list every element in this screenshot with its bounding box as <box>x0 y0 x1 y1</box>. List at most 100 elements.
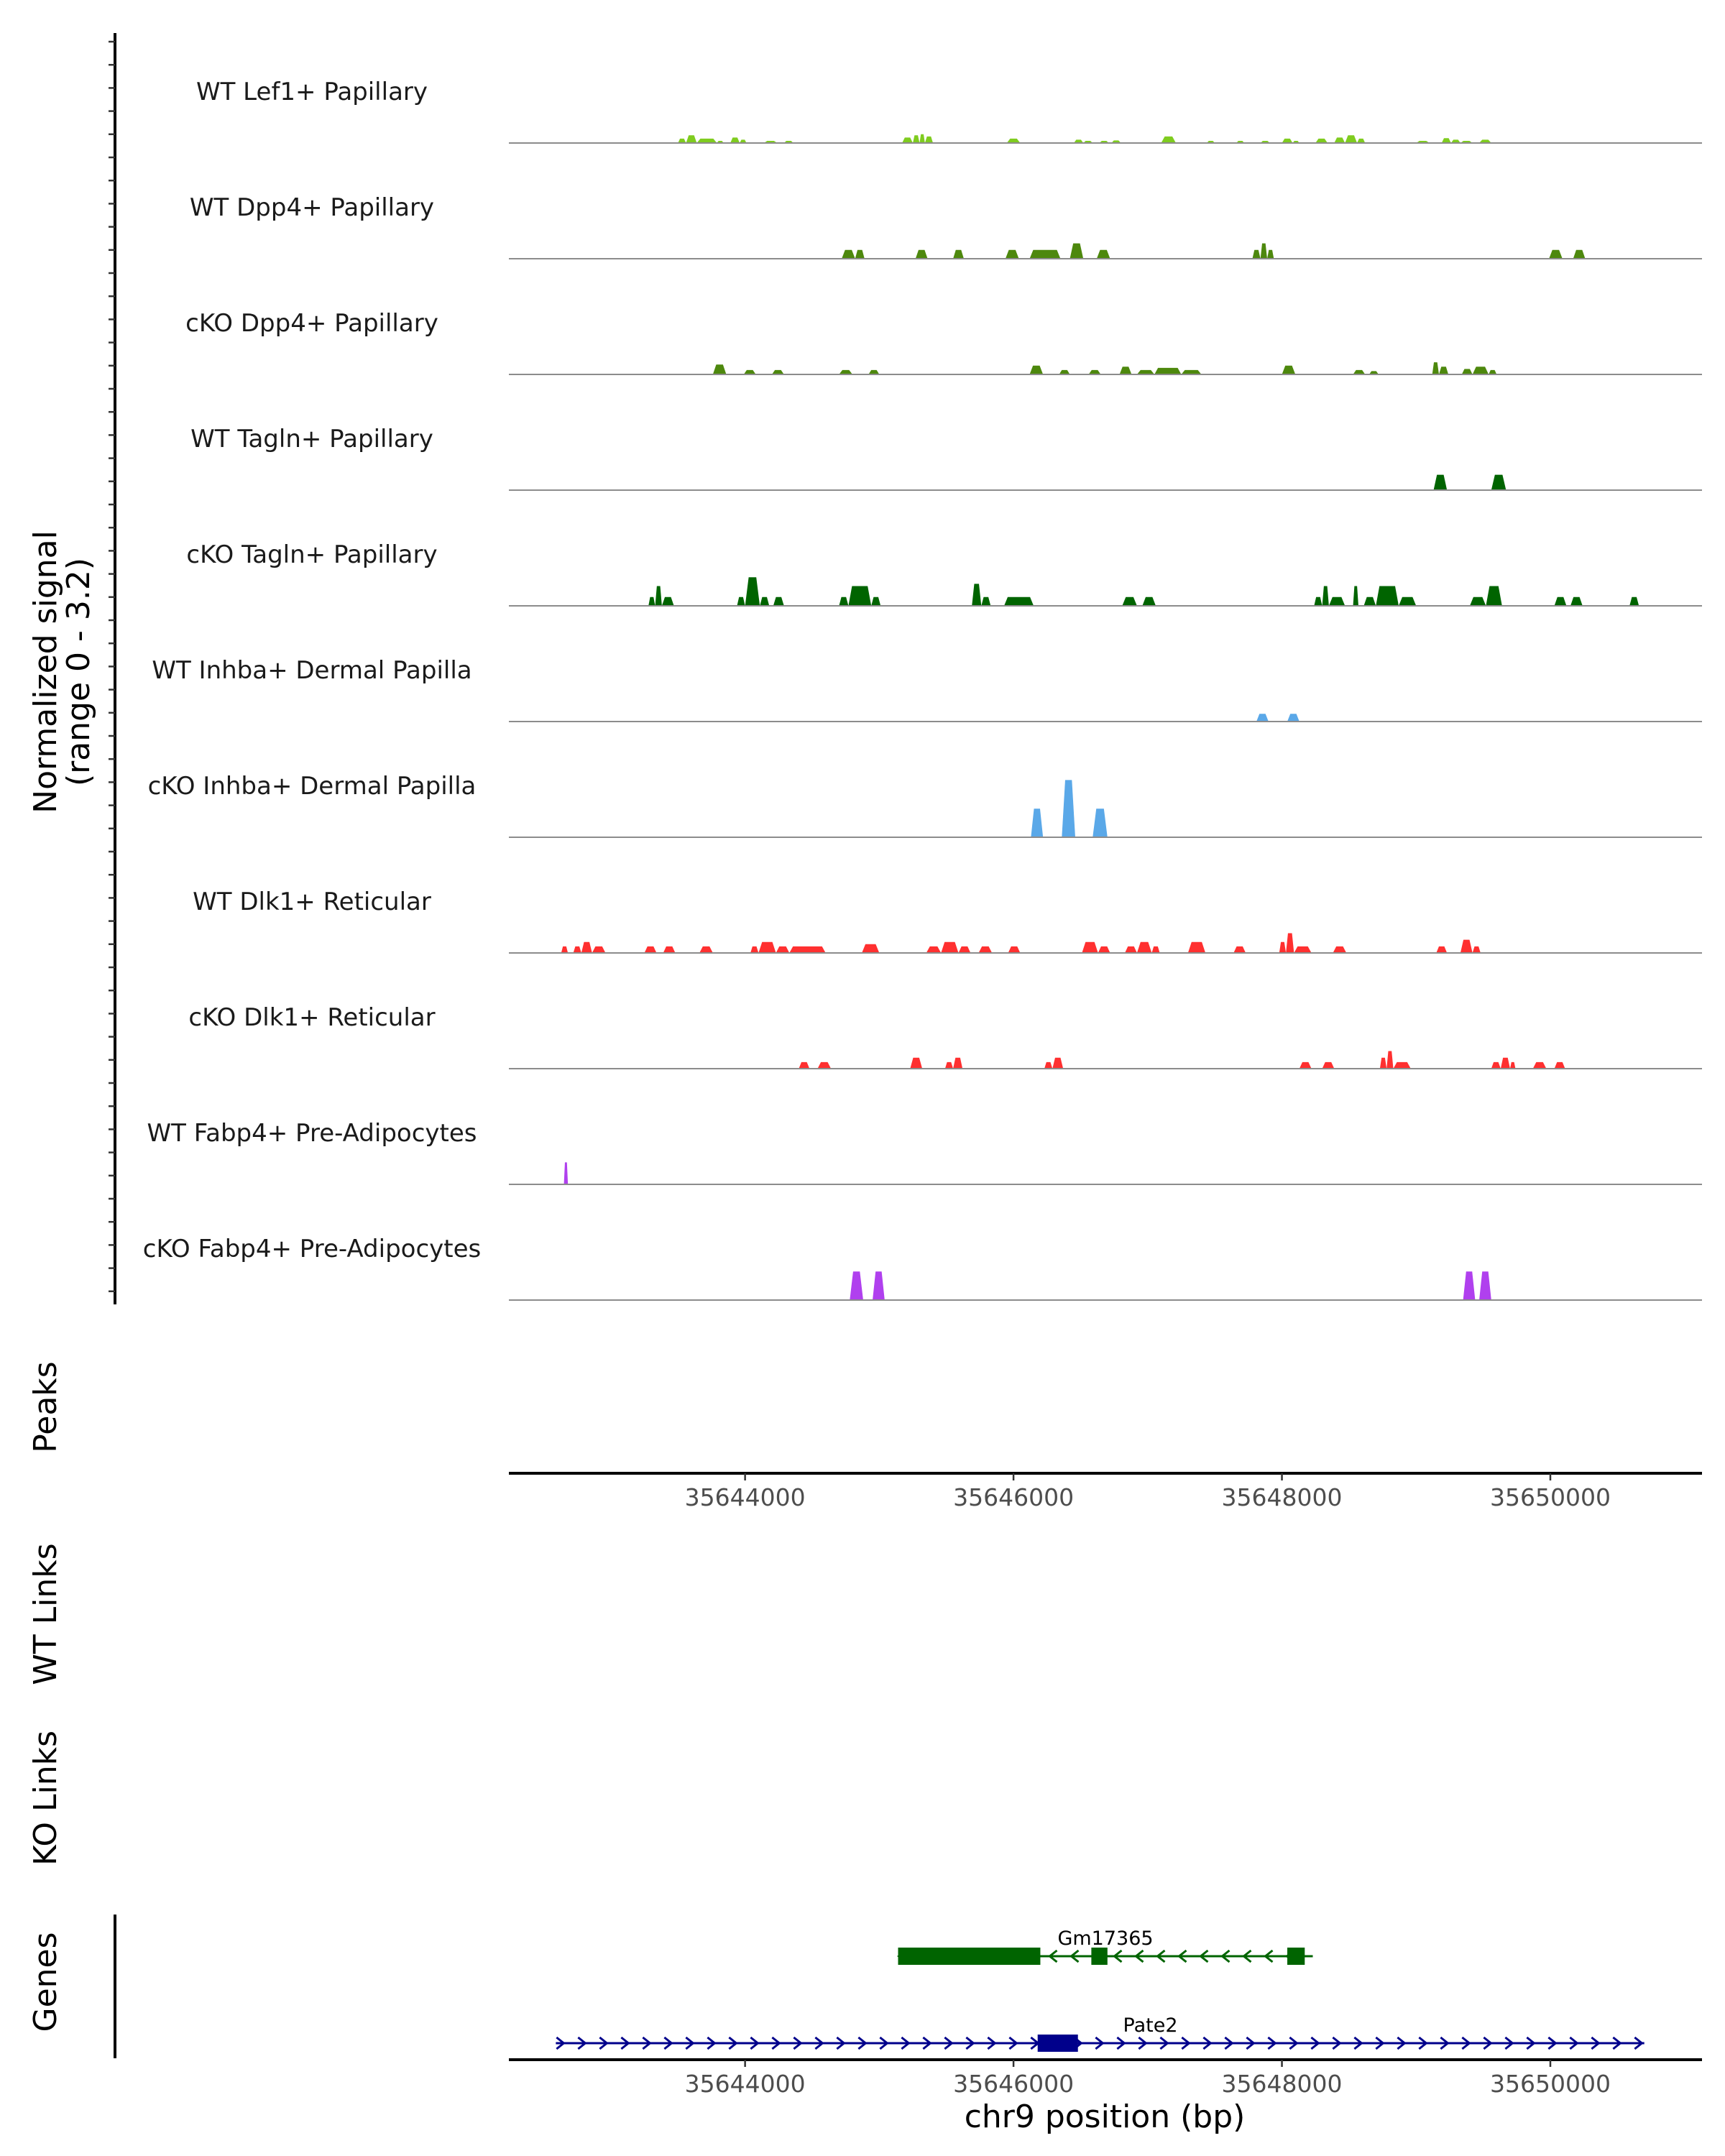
coverage-peak <box>737 596 745 606</box>
track-label: WT Dlk1+ Reticular <box>193 888 431 916</box>
peaks-tick-label: 35648000 <box>1222 1483 1343 1511</box>
strand-arrow <box>642 2036 652 2050</box>
coverage-peak <box>1554 1061 1565 1069</box>
coverage-peak <box>1233 946 1246 953</box>
coverage-peak <box>1500 1057 1510 1069</box>
track-label: WT Fabp4+ Pre-Adipocytes <box>147 1119 477 1148</box>
coverage-peak <box>915 249 928 259</box>
track-6: cKO Inhba+ Dermal Papilla <box>148 772 1702 838</box>
coverage-peak <box>913 135 920 143</box>
coverage-peak <box>1573 249 1586 259</box>
coverage-peak <box>1082 941 1098 953</box>
coverage-peak <box>573 946 581 953</box>
track-label: WT Lef1+ Papillary <box>196 78 428 106</box>
track-label: cKO Tagln+ Papillary <box>186 540 437 569</box>
strand-arrow <box>1483 2036 1493 2050</box>
strand-arrow <box>836 2036 846 2050</box>
strand-arrow <box>1375 2036 1385 2050</box>
coverage-peak <box>686 135 697 143</box>
coverage-peak <box>1441 138 1451 143</box>
coverage-peak <box>1549 249 1563 259</box>
coverage-peak <box>776 946 790 953</box>
coverage-peak <box>758 941 776 953</box>
coverage-peak <box>862 944 880 953</box>
gene-axis-tick-label: 35650000 <box>1490 2070 1611 2098</box>
strand-arrow <box>599 2036 609 2050</box>
coverage-peak <box>760 596 770 606</box>
coverage-peak <box>1334 137 1346 143</box>
strand-arrow <box>1264 1949 1274 1963</box>
peaks-x-axis: 35644000 35646000 35648000 35650000 <box>509 1472 1702 1511</box>
strand-arrow <box>1569 2036 1579 2050</box>
strand-arrow <box>1504 2036 1514 2050</box>
coverage-peak <box>1282 365 1296 374</box>
strand-arrow <box>750 2036 760 2050</box>
coverage-peak <box>730 137 740 143</box>
peaks-tick-label: 35644000 <box>685 1483 806 1511</box>
coverage-peak <box>1398 596 1417 606</box>
coverage-peak <box>1005 249 1019 259</box>
strand-arrow <box>1353 2036 1363 2050</box>
track-8: cKO Dlk1+ Reticular <box>188 1003 1702 1069</box>
coverage-peak <box>1532 1061 1547 1069</box>
coverage-peak <box>1031 808 1044 837</box>
coverage-peak <box>1554 596 1567 606</box>
coverage-peak <box>1098 946 1110 953</box>
strand-arrow <box>1267 2036 1277 2050</box>
coverage-peak <box>699 946 713 953</box>
strand-arrow <box>987 2036 997 2050</box>
coverage-peak <box>850 1271 863 1300</box>
coverage-peak <box>1436 946 1448 953</box>
strand-arrow <box>1113 1949 1123 1963</box>
coverage-peak <box>1463 1271 1476 1300</box>
coverage-peak <box>1469 596 1486 606</box>
strand-arrow <box>793 2036 803 2050</box>
coverage-peak <box>1256 714 1269 722</box>
coverage-peak <box>799 1061 810 1069</box>
coverage-peak <box>1282 138 1293 143</box>
strand-arrow <box>685 2036 695 2050</box>
coverage-peak <box>1136 369 1155 374</box>
coverage-peak <box>1181 369 1202 374</box>
strand-arrow <box>620 2036 630 2050</box>
track-label: cKO Inhba+ Dermal Papilla <box>148 772 477 801</box>
strand-arrow <box>1048 1949 1058 1963</box>
coverage-peak <box>696 138 717 143</box>
coverage-peak <box>1286 933 1294 953</box>
strand-arrow <box>901 2036 911 2050</box>
track-label: WT Tagln+ Papillary <box>190 425 433 453</box>
coverage-peak <box>1439 367 1449 374</box>
coverage-peak <box>1460 939 1473 953</box>
coverage-peak <box>1161 136 1177 143</box>
strand-arrow <box>1242 1949 1252 1963</box>
track-1: WT Dpp4+ Papillary <box>190 193 1702 259</box>
strand-arrow <box>1116 2036 1126 2050</box>
strand-arrow <box>922 2036 932 2050</box>
ko-links-panel-label: KO Links <box>27 1731 64 1866</box>
strand-arrow <box>944 2036 954 2050</box>
coverage-peak <box>902 137 914 143</box>
coverage-peak <box>848 586 872 606</box>
coverage-peak <box>1074 139 1084 143</box>
peaks-panel-label: Peaks <box>27 1361 64 1452</box>
coverage-peak <box>740 139 747 143</box>
coverage-peak <box>592 946 606 953</box>
coverage-peak <box>1472 946 1481 953</box>
coverage-peak <box>1029 365 1044 374</box>
coverage-peak <box>1154 367 1182 374</box>
coverage-peak <box>655 586 662 606</box>
strand-arrow <box>1159 2036 1169 2050</box>
strand-arrow <box>1440 2036 1450 2050</box>
strand-arrow <box>728 2036 738 2050</box>
coverage-peak <box>1315 138 1328 143</box>
coverage-peak <box>1357 138 1366 143</box>
strand-arrow <box>663 2036 673 2050</box>
coverage-peak <box>1322 1061 1335 1069</box>
coverage-peak <box>1328 596 1346 606</box>
coverage-peak <box>1151 946 1160 953</box>
track-9: WT Fabp4+ Pre-Adipocytes <box>147 1119 1702 1185</box>
track-label: cKO Dlk1+ Reticular <box>188 1003 435 1032</box>
coverage-peak <box>1570 596 1583 606</box>
track-3: WT Tagln+ Papillary <box>190 425 1702 491</box>
